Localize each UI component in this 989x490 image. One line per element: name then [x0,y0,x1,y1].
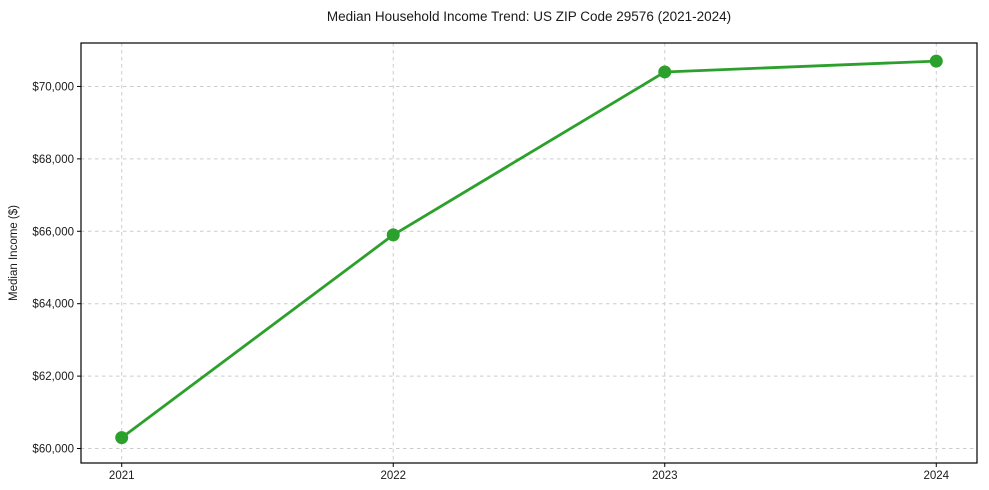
chart-title: Median Household Income Trend: US ZIP Co… [326,9,732,24]
y-tick-label: $66,000 [32,226,74,238]
x-tick-label: 2024 [923,470,949,482]
x-tick-label: 2021 [109,470,135,482]
data-point [115,431,129,445]
data-point [658,65,672,79]
x-tick-label: 2023 [652,470,678,482]
y-axis-label: Median Income ($) [8,205,20,301]
y-tick-label: $62,000 [32,371,74,383]
x-tick-label: 2022 [380,470,406,482]
y-tick-label: $64,000 [32,299,74,311]
data-line [120,59,938,440]
plot-frame [80,42,978,464]
data-point [929,54,943,68]
y-tick-label: $68,000 [32,154,74,166]
data-point [386,228,400,242]
y-tick-label: $60,000 [32,444,74,456]
y-tick-label: $70,000 [32,81,74,93]
